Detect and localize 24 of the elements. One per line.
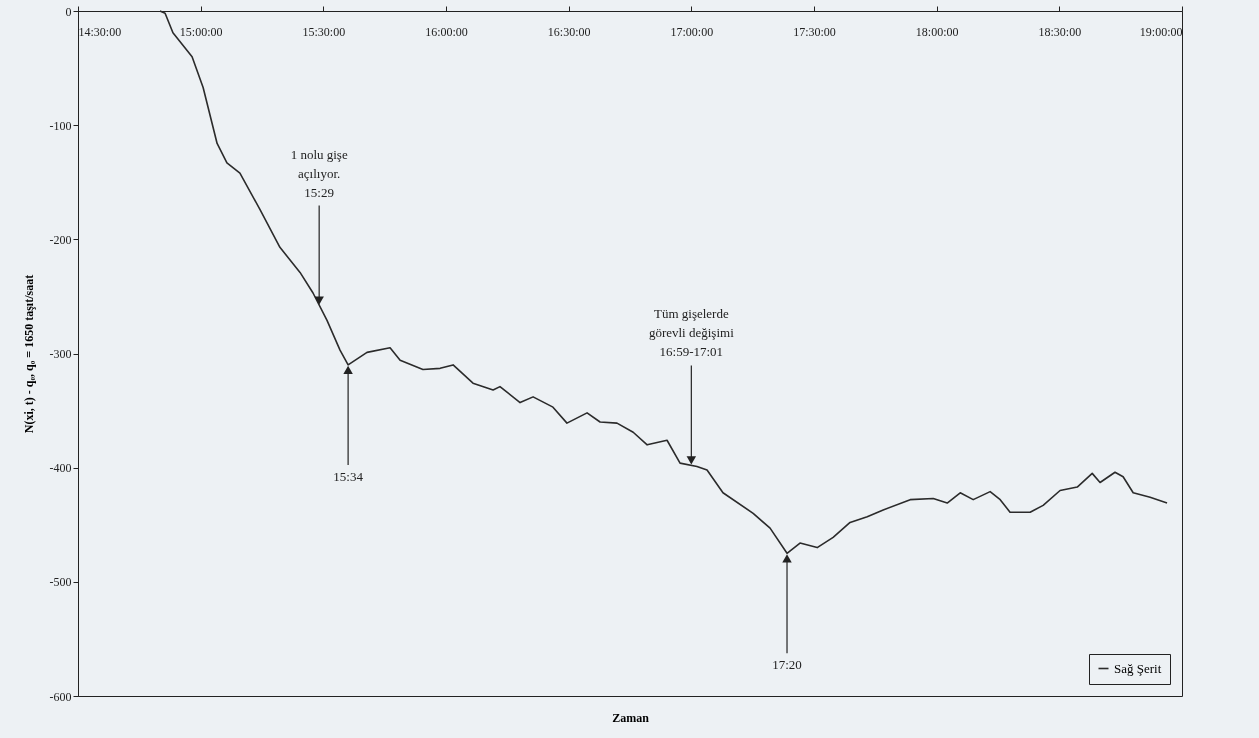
annotation: 1 nolu gişe açılıyor. 15:29 bbox=[290, 146, 348, 200]
y-tick-label: -600 bbox=[49, 689, 72, 704]
x-axis-title: Zaman bbox=[612, 710, 650, 725]
x-tick-label: 14:30:00 bbox=[78, 24, 122, 39]
y-axis-title: N(xi, t) - q₀, q₀ = 1650 taşıt/saat bbox=[21, 274, 36, 434]
y-tick-label: -200 bbox=[49, 232, 72, 247]
x-tick-label: 19:00:00 bbox=[1139, 24, 1183, 39]
y-tick-label: -500 bbox=[49, 575, 72, 590]
annotation: Tüm gişelerde görevli değişimi 16:59-17:01 bbox=[648, 306, 735, 360]
annotation: 15:34 bbox=[333, 468, 364, 484]
x-tick-label: 15:30:00 bbox=[302, 24, 346, 39]
y-tick-label: -100 bbox=[49, 118, 72, 133]
legend-label: Sağ Şerit bbox=[1114, 660, 1162, 676]
y-tick-label: 0 bbox=[65, 4, 72, 19]
annotation: 17:20 bbox=[772, 657, 802, 673]
x-tick-label: 17:00:00 bbox=[670, 24, 714, 39]
x-tick-label: 15:00:00 bbox=[179, 24, 223, 39]
y-tick-label: -300 bbox=[49, 347, 72, 361]
x-tick-label: 16:00:00 bbox=[425, 24, 468, 39]
x-tick-label: 17:30:00 bbox=[793, 24, 836, 39]
y-tick-label: -400 bbox=[49, 461, 72, 476]
x-tick-label: 18:30:00 bbox=[1038, 24, 1082, 39]
x-tick-label: 18:00:00 bbox=[915, 24, 959, 39]
x-tick-label: 16:30:00 bbox=[547, 24, 591, 39]
